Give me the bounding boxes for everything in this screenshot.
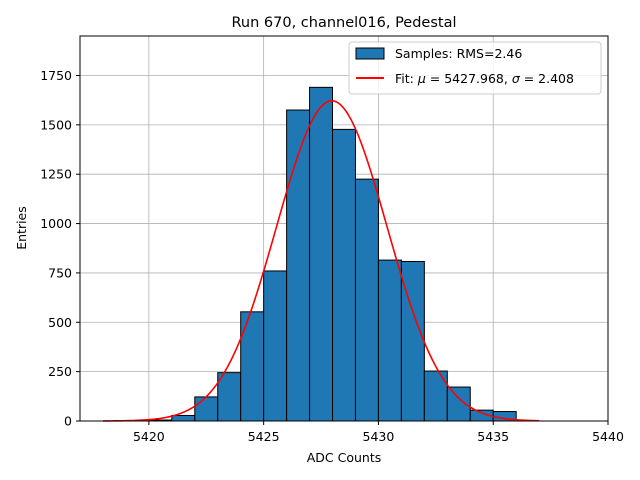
legend-label-fit: Fit: μ = 5427.968, σ = 2.408 <box>395 71 574 86</box>
histogram-bar <box>171 414 196 422</box>
y-tick-label: 1750 <box>40 68 72 83</box>
histogram-bar <box>263 270 288 422</box>
plot-frame <box>79 35 609 422</box>
x-tick-label: 5435 <box>477 429 509 444</box>
legend-swatch-samples <box>355 47 385 60</box>
histogram-bar <box>194 396 219 422</box>
histogram-bar <box>309 86 334 422</box>
y-tick-label: 1500 <box>40 117 72 132</box>
x-tick-label: 5420 <box>133 429 165 444</box>
legend-label-samples: Samples: RMS=2.46 <box>395 46 522 61</box>
legend-box <box>348 41 602 95</box>
y-tick-label: 0 <box>64 414 72 429</box>
histogram-bar <box>332 128 356 422</box>
fit-curve <box>102 99 540 422</box>
x-axis-ticks: 5420 5425 5430 5435 5440 <box>133 421 624 444</box>
x-axis-label: ADC Counts <box>307 450 382 465</box>
histogram-bar <box>377 259 402 422</box>
y-tick-label: 1000 <box>40 216 72 231</box>
y-tick-label: 500 <box>48 315 72 330</box>
y-axis-label: Entries <box>14 206 29 250</box>
y-tick-label: 750 <box>48 265 72 280</box>
x-tick-label: 5440 <box>592 429 624 444</box>
histogram-bar <box>217 372 242 422</box>
histogram-bar <box>354 178 379 422</box>
x-tick-label: 5425 <box>248 429 280 444</box>
chart-title: Run 670, channel016, Pedestal <box>231 15 456 31</box>
fit-curve-group <box>102 99 540 422</box>
x-tick-label: 5430 <box>363 429 395 444</box>
legend: Samples: RMS=2.46 Fit: μ = 5427.968, σ =… <box>348 41 602 95</box>
y-tick-label: 1250 <box>40 167 72 182</box>
histogram-bars <box>148 86 517 422</box>
y-axis-ticks: 0 250 500 750 1000 1250 1500 1750 <box>40 68 80 429</box>
y-tick-label: 250 <box>48 364 72 379</box>
